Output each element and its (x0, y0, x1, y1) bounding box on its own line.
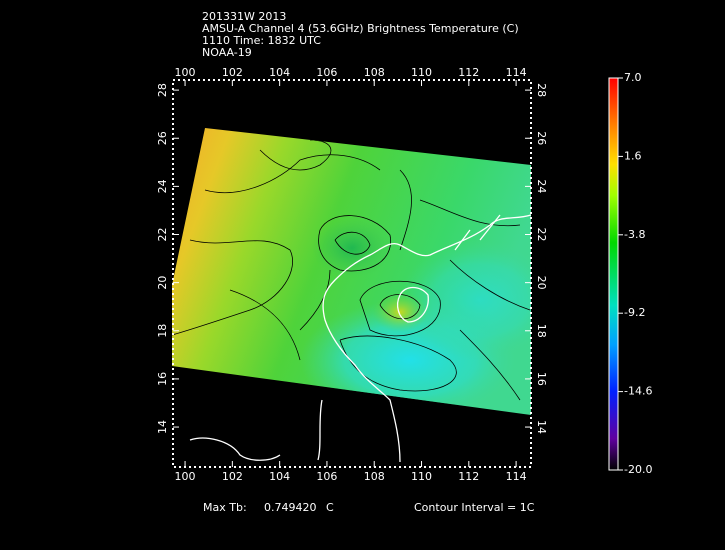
max-unit: C (326, 501, 334, 514)
lat-tick-label: 18 (156, 324, 169, 338)
lon-tick-label: 108 (364, 470, 385, 483)
lon-tick-label: 112 (458, 66, 479, 79)
max-value: 0.749420 (264, 501, 317, 514)
lat-tick-label: 28 (535, 83, 548, 97)
lon-tick-label: 110 (411, 66, 432, 79)
coastline (189, 214, 532, 463)
contour-interval: Contour Interval = 1C (414, 501, 535, 514)
swath (172, 128, 531, 415)
header-line: AMSU-A Channel 4 (53.6GHz) Brightness Te… (202, 22, 519, 35)
colorbar-label: -9.2 (624, 306, 645, 319)
colorbar-label: 7.0 (624, 71, 642, 84)
colorbar-labels: 7.0 1.6 -3.8 -9.2 -14.6 -20.0 (618, 71, 652, 476)
lat-tick-label: 20 (535, 276, 548, 290)
lon-tick-label: 112 (458, 470, 479, 483)
lon-tick-label: 106 (316, 66, 337, 79)
lat-tick-label: 22 (156, 228, 169, 242)
lon-tick-label: 104 (269, 66, 290, 79)
lon-tick-label: 114 (506, 66, 527, 79)
lat-tick-label: 16 (535, 372, 548, 386)
lon-tick-label: 110 (411, 470, 432, 483)
lat-tick-label: 24 (535, 179, 548, 193)
lon-tick-label: 106 (316, 470, 337, 483)
lon-tick-label: 100 (175, 470, 196, 483)
lat-tick-label: 24 (156, 179, 169, 193)
lon-tick-label: 108 (364, 66, 385, 79)
lat-tick-label: 26 (535, 131, 548, 145)
header-line: NOAA-19 (202, 46, 252, 59)
lon-tick-label: 102 (222, 470, 243, 483)
map-axes: 100 100 102 102 104 104 106 106 108 108 110 110 112 1… (156, 66, 548, 483)
lon-tick-label: 104 (269, 470, 290, 483)
colorbar-label: -14.6 (624, 385, 652, 398)
map-frame (172, 79, 532, 468)
lat-tick-label: 28 (156, 83, 169, 97)
lat-tick-label: 16 (156, 372, 169, 386)
lon-tick-label: 114 (506, 470, 527, 483)
lat-tick-label: 14 (535, 420, 548, 434)
lon-tick-label: 102 (222, 66, 243, 79)
colorbar-label: -20.0 (624, 463, 652, 476)
lat-tick-label: 14 (156, 420, 169, 434)
header-line: 1110 Time: 1832 UTC (202, 34, 321, 47)
lat-tick-label: 20 (156, 276, 169, 290)
lat-tick-label: 18 (535, 324, 548, 338)
lat-tick-label: 22 (535, 228, 548, 242)
lat-tick-label: 26 (156, 131, 169, 145)
colorbar-label: -3.8 (624, 228, 645, 241)
colorbar (608, 77, 619, 471)
max-label: Max Tb: (203, 501, 247, 514)
colorbar-label: 1.6 (624, 149, 642, 162)
lon-tick-label: 100 (175, 66, 196, 79)
header-line: 201331W 2013 (202, 10, 286, 23)
